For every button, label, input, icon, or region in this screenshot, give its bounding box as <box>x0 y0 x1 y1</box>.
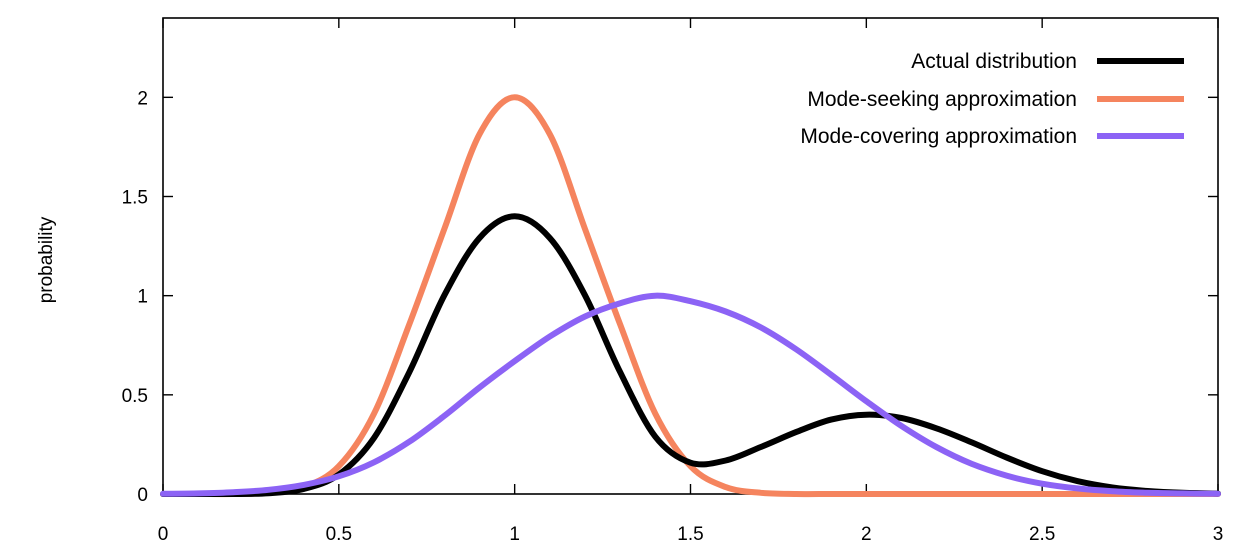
y-tick-label: 1.5 <box>122 188 148 209</box>
x-tick-labels: 0 0.5 1 1.5 2 2.5 3 <box>158 524 1224 545</box>
x-tick-label: 0.5 <box>326 524 352 545</box>
series-line-2 <box>160 292 1221 497</box>
x-tick-label: 2 <box>861 524 872 545</box>
series-lines <box>160 94 1221 498</box>
legend: Actual distribution Mode-seeking approxim… <box>800 50 1184 148</box>
x-tick-label: 0 <box>158 524 169 545</box>
x-tick-label: 2.5 <box>1029 524 1055 545</box>
x-tick-label: 1.5 <box>677 524 703 545</box>
series-line-0 <box>160 213 1221 498</box>
y-tick-label: 0 <box>137 485 148 506</box>
y-tick-label: 1 <box>137 287 148 308</box>
x-tick-label: 3 <box>1213 524 1224 545</box>
y-tick-label: 0.5 <box>122 386 148 407</box>
series-line-1 <box>160 94 1221 498</box>
legend-label: Mode-seeking approximation <box>807 88 1077 111</box>
y-tick-label: 2 <box>137 88 148 109</box>
y-axis-label: probability <box>36 216 57 303</box>
x-tick-label: 1 <box>509 524 520 545</box>
legend-label: Actual distribution <box>911 50 1077 73</box>
legend-label: Mode-covering approximation <box>800 125 1077 148</box>
y-tick-labels: 0 0.5 1 1.5 2 <box>122 88 148 506</box>
